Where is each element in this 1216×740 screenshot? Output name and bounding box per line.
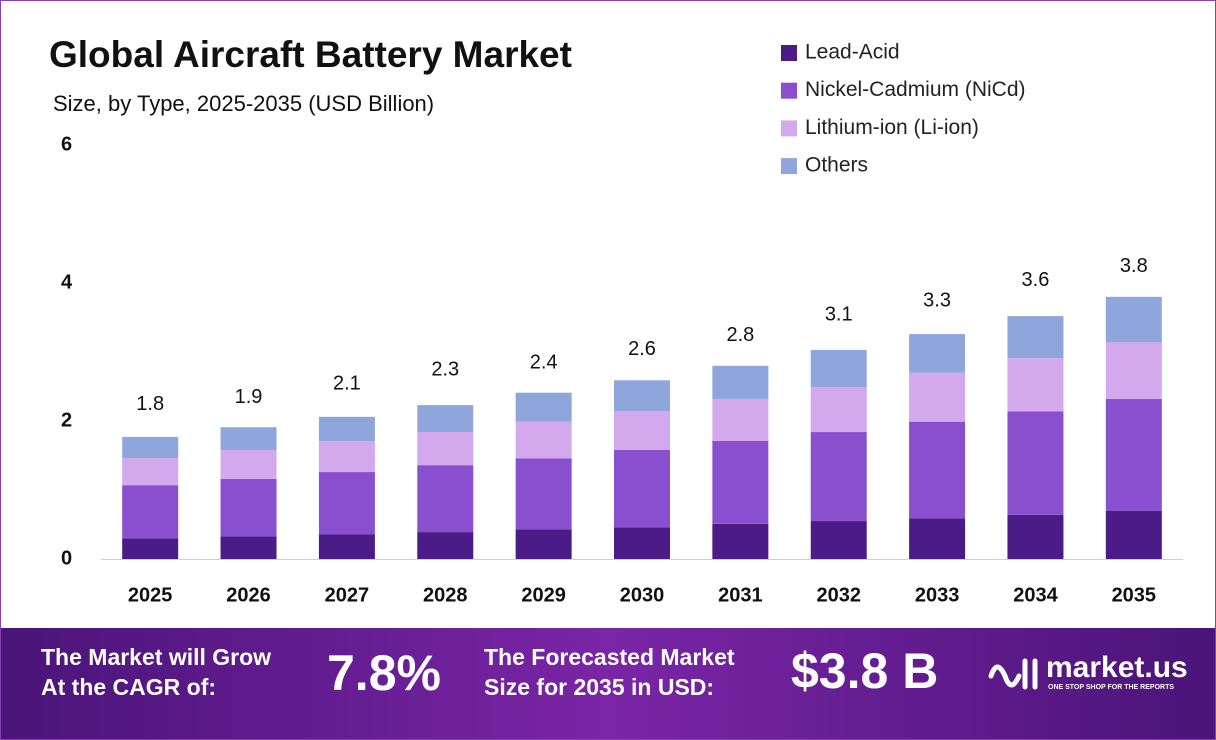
x-tick-label: 2035 (1112, 584, 1157, 606)
bar-segment (220, 536, 277, 559)
y-tick-label: 2 (61, 409, 72, 431)
footer-cagr-text: At the CAGR of: (41, 674, 216, 700)
bar-segment (220, 427, 277, 450)
bar-segment (712, 441, 769, 524)
total-label: 3.8 (1120, 255, 1148, 277)
bar-segment (614, 411, 670, 450)
bar-segment (1105, 342, 1162, 399)
bar-segment (220, 478, 277, 537)
legend-label: Nickel-Cadmium (NiCd) (805, 78, 1026, 101)
bar-segment (1105, 398, 1162, 511)
bar-segment (417, 405, 474, 433)
bar-segment (122, 458, 179, 486)
legend-swatch (781, 158, 797, 175)
bar-segment (712, 365, 769, 399)
bar-segment (122, 436, 179, 459)
bar-segment (122, 538, 179, 559)
logo-text: market.us (1046, 651, 1188, 684)
bar-segment (909, 518, 966, 559)
bar-segment (417, 432, 474, 466)
bar-segment (318, 416, 375, 442)
bar-segment (909, 421, 966, 519)
footer-size-text: Size for 2035 in USD: (484, 674, 714, 700)
bar-segment (1105, 510, 1162, 559)
footer-cagr-text: The Market will Grow (41, 644, 271, 670)
bar-segment (122, 485, 179, 539)
bar-segment (614, 527, 670, 559)
bar-segment (909, 372, 966, 422)
bar-segment (810, 349, 867, 388)
y-tick-label: 6 (61, 133, 72, 155)
legend-swatch (781, 82, 797, 99)
x-tick-label: 2032 (816, 584, 861, 606)
bar-segment (712, 398, 769, 442)
total-label: 2.4 (530, 352, 558, 374)
bar-segment (1007, 316, 1064, 359)
total-label: 3.3 (923, 290, 951, 312)
total-label: 2.8 (726, 324, 754, 346)
bar-segment (810, 432, 867, 522)
bar-segment (1007, 514, 1064, 559)
legend-label: Lithium-ion (Li-ion) (805, 116, 979, 139)
legend-label: Others (805, 154, 868, 177)
x-tick-label: 2027 (325, 584, 370, 606)
bar-segment (515, 421, 572, 459)
legend: Lead-Acid Nickel-Cadmium (NiCd) Lithium-io… (781, 41, 1026, 177)
total-label: 3.6 (1022, 269, 1050, 291)
chart-subtitle: Size, by Type, 2025-2035 (USD Billion) (53, 91, 434, 116)
bar-segment (1007, 411, 1064, 515)
total-label: 3.1 (825, 303, 853, 325)
x-tick-label: 2033 (915, 584, 960, 606)
x-tick-label: 2029 (521, 584, 566, 606)
x-tick-label: 2026 (226, 584, 271, 606)
chart-title: Global Aircraft Battery Market (49, 34, 572, 75)
legend-swatch (781, 45, 797, 61)
legend-label: Lead-Acid (805, 41, 900, 64)
bar-segment (220, 449, 277, 479)
bar-segment (417, 532, 474, 559)
bar-segment (515, 529, 572, 559)
x-tick-label: 2025 (128, 584, 173, 606)
x-tick-label: 2028 (423, 584, 468, 606)
bar-segment (712, 523, 769, 559)
y-tick-label: 4 (61, 271, 73, 293)
bar-segment (909, 334, 966, 373)
bar-segment (810, 387, 867, 433)
footer-cagr-value: 7.8% (327, 645, 441, 701)
footer-size-value: $3.8 B (791, 643, 938, 699)
bar-segment (318, 441, 375, 473)
bar-segment (810, 521, 867, 559)
total-label: 2.1 (333, 372, 361, 394)
y-tick-label: 0 (61, 547, 72, 569)
bar-segment (614, 449, 670, 528)
total-label: 1.9 (235, 386, 263, 408)
total-label: 2.6 (628, 338, 656, 360)
total-label: 2.3 (431, 359, 459, 381)
legend-swatch (781, 120, 797, 137)
bar-segment (614, 380, 670, 412)
footer-size-text: The Forecasted Market (484, 644, 735, 670)
bar-segment (515, 392, 572, 422)
x-tick-label: 2031 (718, 584, 763, 606)
logo-tagline: ONE STOP SHOP FOR THE REPORTS (1048, 684, 1174, 691)
bar-segment (318, 534, 375, 559)
bar-segment (1007, 358, 1064, 412)
x-tick-label: 2030 (620, 584, 665, 606)
x-tick-label: 2034 (1013, 584, 1058, 606)
bar-segment (417, 465, 474, 533)
bar-segment (515, 458, 572, 530)
bar-segment (1105, 296, 1162, 343)
bar-segment (318, 472, 375, 535)
total-label: 1.8 (136, 393, 164, 415)
logo-icon (988, 658, 1038, 690)
